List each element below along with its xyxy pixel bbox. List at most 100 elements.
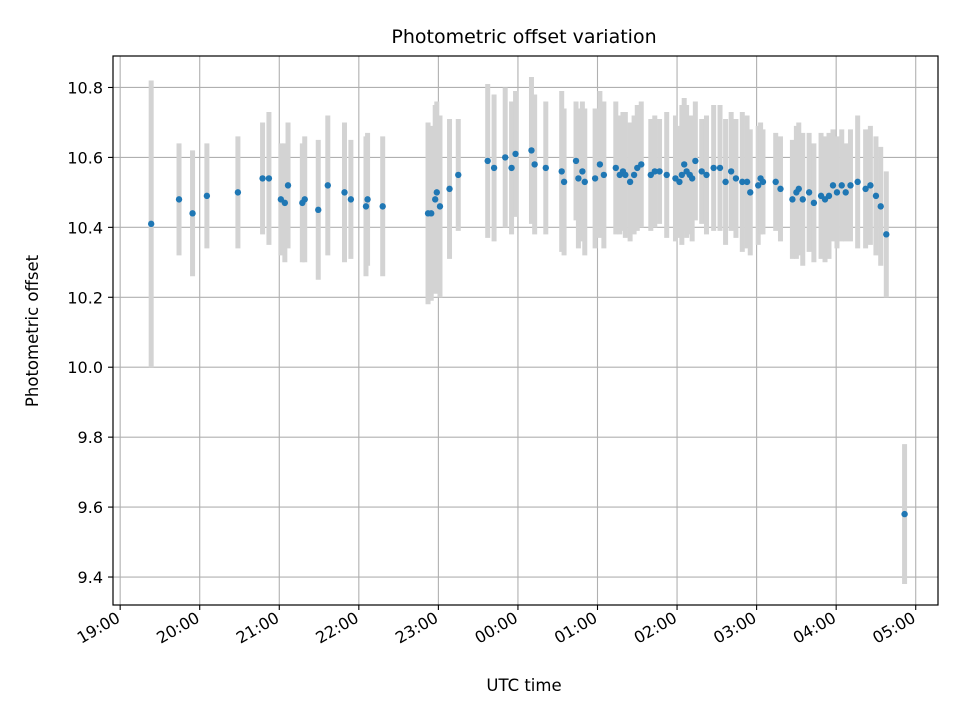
y-tick-label: 9.8 [78, 428, 103, 447]
x-tick-label: 23:00 [392, 608, 441, 648]
data-point [838, 182, 845, 189]
data-point [877, 203, 884, 210]
data-point [364, 196, 371, 203]
data-point [805, 189, 813, 196]
data-point [772, 178, 779, 186]
data-point [324, 182, 332, 189]
data-point [528, 147, 535, 154]
data-point [284, 182, 292, 189]
data-point [341, 189, 348, 196]
x-tick-label: 05:00 [869, 608, 918, 648]
x-tick-label: 22:00 [312, 608, 361, 648]
data-point [678, 171, 686, 179]
data-point [572, 157, 580, 165]
y-tick-label: 10.4 [67, 218, 103, 237]
y-axis-title: Photometric offset [23, 254, 42, 407]
data-point [558, 168, 565, 175]
data-point [901, 510, 908, 518]
data-point [732, 175, 740, 182]
data-point [432, 196, 439, 203]
data-point [502, 154, 509, 161]
data-point [759, 178, 767, 186]
data-point [799, 196, 806, 203]
data-point [862, 185, 869, 193]
data-point [433, 189, 440, 196]
x-tick-label: 03:00 [710, 608, 759, 648]
data-point [446, 185, 453, 193]
data-point [747, 189, 754, 196]
data-point [630, 171, 638, 179]
data-point [795, 185, 802, 193]
data-point [175, 196, 183, 203]
data-point [612, 164, 619, 172]
data-point [315, 206, 322, 214]
data-point [883, 231, 890, 238]
data-point [833, 189, 841, 196]
data-point [379, 203, 386, 210]
y-tick-label: 10.8 [67, 78, 103, 97]
data-point [651, 168, 658, 175]
data-point [436, 203, 444, 210]
x-tick-label: 02:00 [631, 608, 680, 648]
data-point [591, 175, 599, 182]
data-point [656, 168, 663, 175]
data-point [847, 182, 854, 189]
x-tick-label: 21:00 [233, 608, 282, 648]
y-axis-ticks: 9.4 9.6 9.8 10.0 10.2 10.4 10.6 10.8 [67, 78, 113, 587]
x-tick-label: 00:00 [472, 608, 521, 648]
error-bars [148, 76, 908, 585]
data-point [484, 157, 491, 165]
data-point [259, 175, 266, 182]
chart-title: Photometric offset variation [391, 26, 656, 48]
data-point [347, 196, 355, 203]
y-tick-label: 9.6 [78, 498, 103, 517]
x-axis-ticks: 19:00 20:00 21:00 22:00 23:00 00:00 01:00 02:00… [74, 605, 919, 648]
data-points [147, 147, 908, 518]
data-point [727, 168, 735, 175]
y-tick-label: 10.0 [67, 358, 103, 377]
data-point [842, 189, 849, 196]
data-point [560, 178, 568, 186]
data-point [789, 196, 796, 203]
data-point [581, 178, 588, 186]
data-point [829, 182, 837, 189]
data-point [698, 168, 705, 175]
data-point [867, 182, 874, 189]
data-point [600, 171, 608, 179]
data-point [542, 164, 549, 172]
data-point [234, 189, 242, 196]
data-point [622, 171, 629, 179]
data-point [716, 164, 724, 172]
data-point [638, 161, 645, 168]
data-point [428, 210, 435, 217]
data-point [663, 171, 670, 179]
data-point [531, 161, 538, 168]
data-point [692, 157, 699, 165]
data-point [147, 220, 155, 228]
data-point [743, 178, 751, 186]
data-point [688, 175, 696, 182]
data-point [739, 178, 746, 186]
y-tick-label: 10.6 [67, 148, 103, 167]
data-point [579, 168, 586, 175]
data-point [189, 210, 196, 217]
data-point [362, 203, 370, 210]
data-point [777, 185, 784, 193]
data-point [676, 178, 683, 186]
data-point [854, 178, 861, 186]
x-tick-label: 04:00 [790, 608, 839, 648]
data-point [825, 192, 833, 200]
data-point [681, 161, 688, 168]
data-point [575, 175, 582, 182]
x-axis-title: UTC time [486, 676, 561, 695]
data-point [755, 182, 762, 189]
y-tick-label: 9.4 [78, 568, 103, 587]
data-point [872, 192, 880, 200]
data-point [490, 164, 498, 172]
x-tick-label: 19:00 [74, 608, 123, 648]
data-point [512, 150, 519, 158]
data-point [810, 199, 818, 207]
data-point [722, 178, 729, 186]
plot-frame [112, 55, 939, 606]
